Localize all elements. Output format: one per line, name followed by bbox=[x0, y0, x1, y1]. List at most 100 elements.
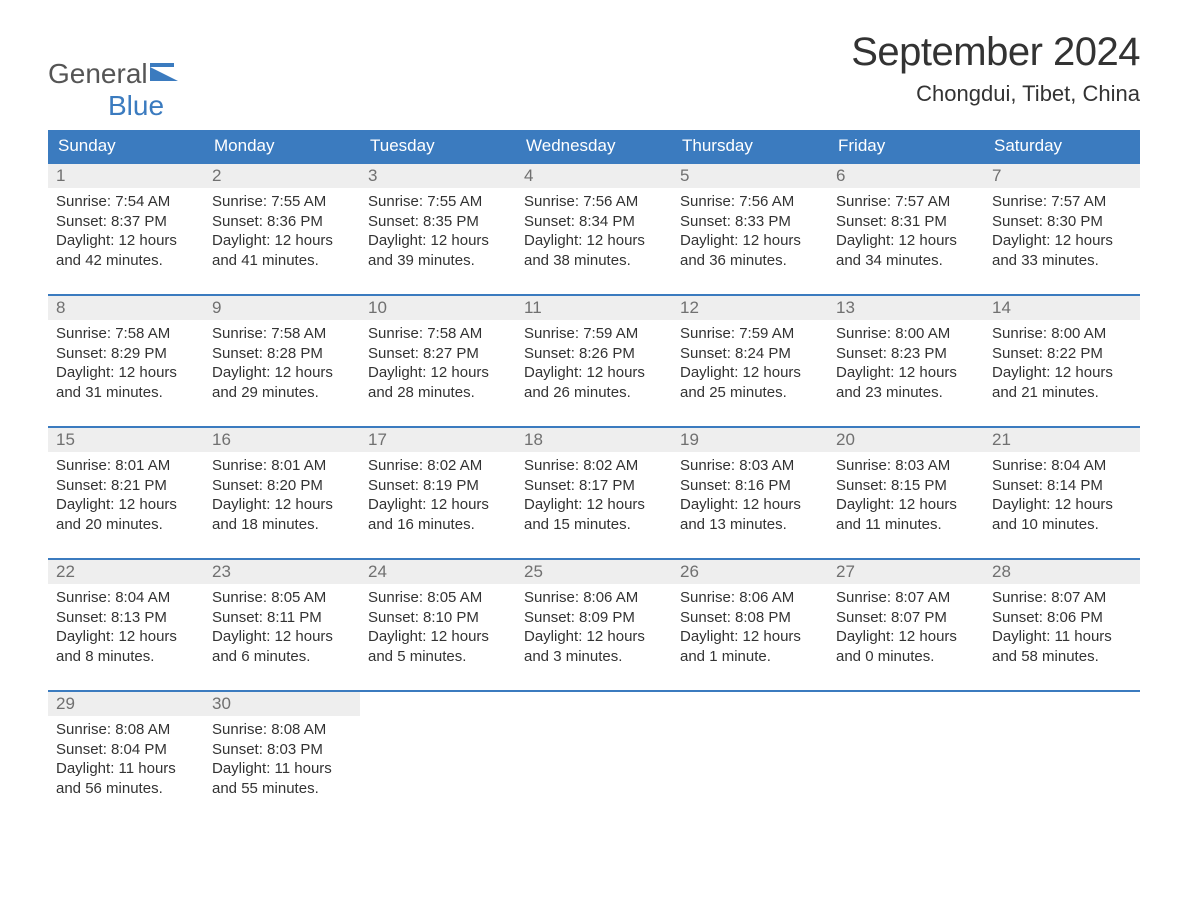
day-body: Sunrise: 8:00 AMSunset: 8:22 PMDaylight:… bbox=[984, 320, 1140, 408]
day-sunset: Sunset: 8:03 PM bbox=[212, 740, 352, 760]
day-cell: 4Sunrise: 7:56 AMSunset: 8:34 PMDaylight… bbox=[516, 164, 672, 276]
day-sunset: Sunset: 8:22 PM bbox=[992, 344, 1132, 364]
day-cell: 15Sunrise: 8:01 AMSunset: 8:21 PMDayligh… bbox=[48, 428, 204, 540]
day-daylight2: and 10 minutes. bbox=[992, 515, 1132, 535]
day-number: 9 bbox=[204, 296, 360, 320]
day-sunset: Sunset: 8:31 PM bbox=[836, 212, 976, 232]
day-daylight2: and 38 minutes. bbox=[524, 251, 664, 271]
day-cell: 14Sunrise: 8:00 AMSunset: 8:22 PMDayligh… bbox=[984, 296, 1140, 408]
day-daylight2: and 33 minutes. bbox=[992, 251, 1132, 271]
day-sunrise: Sunrise: 8:06 AM bbox=[524, 588, 664, 608]
day-daylight2: and 0 minutes. bbox=[836, 647, 976, 667]
day-sunrise: Sunrise: 7:58 AM bbox=[56, 324, 196, 344]
day-number: 1 bbox=[48, 164, 204, 188]
day-sunset: Sunset: 8:28 PM bbox=[212, 344, 352, 364]
day-sunrise: Sunrise: 8:00 AM bbox=[836, 324, 976, 344]
day-sunrise: Sunrise: 8:06 AM bbox=[680, 588, 820, 608]
month-title: September 2024 bbox=[851, 30, 1140, 75]
day-cell: 9Sunrise: 7:58 AMSunset: 8:28 PMDaylight… bbox=[204, 296, 360, 408]
day-number: 26 bbox=[672, 560, 828, 584]
day-daylight1: Daylight: 11 hours bbox=[56, 759, 196, 779]
header: General Blue September 2024 Chongdui, Ti… bbox=[48, 30, 1140, 122]
day-daylight1: Daylight: 12 hours bbox=[680, 627, 820, 647]
day-body: Sunrise: 7:57 AMSunset: 8:31 PMDaylight:… bbox=[828, 188, 984, 276]
day-daylight2: and 13 minutes. bbox=[680, 515, 820, 535]
day-number: 6 bbox=[828, 164, 984, 188]
day-sunset: Sunset: 8:08 PM bbox=[680, 608, 820, 628]
weekday-fri: Friday bbox=[828, 130, 984, 162]
day-cell: 13Sunrise: 8:00 AMSunset: 8:23 PMDayligh… bbox=[828, 296, 984, 408]
day-daylight2: and 18 minutes. bbox=[212, 515, 352, 535]
day-daylight1: Daylight: 12 hours bbox=[992, 363, 1132, 383]
day-cell bbox=[516, 692, 672, 804]
day-number: 28 bbox=[984, 560, 1140, 584]
day-daylight1: Daylight: 12 hours bbox=[368, 627, 508, 647]
day-body: Sunrise: 8:01 AMSunset: 8:21 PMDaylight:… bbox=[48, 452, 204, 540]
day-sunrise: Sunrise: 7:56 AM bbox=[680, 192, 820, 212]
day-daylight1: Daylight: 12 hours bbox=[836, 495, 976, 515]
day-body: Sunrise: 7:58 AMSunset: 8:27 PMDaylight:… bbox=[360, 320, 516, 408]
day-sunrise: Sunrise: 8:04 AM bbox=[992, 456, 1132, 476]
day-cell: 1Sunrise: 7:54 AMSunset: 8:37 PMDaylight… bbox=[48, 164, 204, 276]
day-daylight1: Daylight: 12 hours bbox=[992, 231, 1132, 251]
day-sunrise: Sunrise: 8:05 AM bbox=[212, 588, 352, 608]
day-daylight1: Daylight: 12 hours bbox=[524, 363, 664, 383]
day-daylight2: and 42 minutes. bbox=[56, 251, 196, 271]
week-row: 8Sunrise: 7:58 AMSunset: 8:29 PMDaylight… bbox=[48, 294, 1140, 408]
logo-text: General Blue bbox=[48, 58, 178, 122]
day-daylight1: Daylight: 12 hours bbox=[368, 363, 508, 383]
day-sunrise: Sunrise: 8:00 AM bbox=[992, 324, 1132, 344]
day-body: Sunrise: 7:56 AMSunset: 8:33 PMDaylight:… bbox=[672, 188, 828, 276]
day-sunset: Sunset: 8:15 PM bbox=[836, 476, 976, 496]
day-body: Sunrise: 8:03 AMSunset: 8:15 PMDaylight:… bbox=[828, 452, 984, 540]
day-sunset: Sunset: 8:13 PM bbox=[56, 608, 196, 628]
day-sunset: Sunset: 8:27 PM bbox=[368, 344, 508, 364]
day-daylight1: Daylight: 12 hours bbox=[212, 363, 352, 383]
day-sunset: Sunset: 8:24 PM bbox=[680, 344, 820, 364]
day-cell: 16Sunrise: 8:01 AMSunset: 8:20 PMDayligh… bbox=[204, 428, 360, 540]
day-sunset: Sunset: 8:26 PM bbox=[524, 344, 664, 364]
day-number: 18 bbox=[516, 428, 672, 452]
day-cell bbox=[828, 692, 984, 804]
day-body: Sunrise: 7:56 AMSunset: 8:34 PMDaylight:… bbox=[516, 188, 672, 276]
day-sunset: Sunset: 8:20 PM bbox=[212, 476, 352, 496]
day-cell: 21Sunrise: 8:04 AMSunset: 8:14 PMDayligh… bbox=[984, 428, 1140, 540]
day-sunrise: Sunrise: 7:57 AM bbox=[836, 192, 976, 212]
day-cell bbox=[360, 692, 516, 804]
day-sunrise: Sunrise: 8:03 AM bbox=[680, 456, 820, 476]
day-daylight2: and 56 minutes. bbox=[56, 779, 196, 799]
day-number: 24 bbox=[360, 560, 516, 584]
day-sunrise: Sunrise: 8:02 AM bbox=[524, 456, 664, 476]
day-sunset: Sunset: 8:30 PM bbox=[992, 212, 1132, 232]
day-daylight1: Daylight: 12 hours bbox=[56, 231, 196, 251]
day-cell: 24Sunrise: 8:05 AMSunset: 8:10 PMDayligh… bbox=[360, 560, 516, 672]
day-daylight2: and 23 minutes. bbox=[836, 383, 976, 403]
day-number: 2 bbox=[204, 164, 360, 188]
day-daylight2: and 29 minutes. bbox=[212, 383, 352, 403]
day-daylight2: and 55 minutes. bbox=[212, 779, 352, 799]
week-row: 1Sunrise: 7:54 AMSunset: 8:37 PMDaylight… bbox=[48, 162, 1140, 276]
day-number: 21 bbox=[984, 428, 1140, 452]
day-sunset: Sunset: 8:33 PM bbox=[680, 212, 820, 232]
day-sunset: Sunset: 8:19 PM bbox=[368, 476, 508, 496]
day-number: 25 bbox=[516, 560, 672, 584]
week-row: 15Sunrise: 8:01 AMSunset: 8:21 PMDayligh… bbox=[48, 426, 1140, 540]
day-number: 7 bbox=[984, 164, 1140, 188]
day-sunrise: Sunrise: 8:05 AM bbox=[368, 588, 508, 608]
day-number bbox=[828, 692, 984, 716]
day-body: Sunrise: 8:03 AMSunset: 8:16 PMDaylight:… bbox=[672, 452, 828, 540]
day-daylight2: and 31 minutes. bbox=[56, 383, 196, 403]
day-body: Sunrise: 8:06 AMSunset: 8:09 PMDaylight:… bbox=[516, 584, 672, 672]
day-body: Sunrise: 8:02 AMSunset: 8:17 PMDaylight:… bbox=[516, 452, 672, 540]
day-number: 4 bbox=[516, 164, 672, 188]
day-daylight2: and 1 minute. bbox=[680, 647, 820, 667]
day-body: Sunrise: 8:07 AMSunset: 8:07 PMDaylight:… bbox=[828, 584, 984, 672]
day-cell: 30Sunrise: 8:08 AMSunset: 8:03 PMDayligh… bbox=[204, 692, 360, 804]
day-cell bbox=[984, 692, 1140, 804]
day-daylight1: Daylight: 12 hours bbox=[680, 231, 820, 251]
day-body: Sunrise: 8:08 AMSunset: 8:04 PMDaylight:… bbox=[48, 716, 204, 804]
day-cell: 27Sunrise: 8:07 AMSunset: 8:07 PMDayligh… bbox=[828, 560, 984, 672]
weekday-sat: Saturday bbox=[984, 130, 1140, 162]
day-cell: 6Sunrise: 7:57 AMSunset: 8:31 PMDaylight… bbox=[828, 164, 984, 276]
day-body: Sunrise: 7:58 AMSunset: 8:29 PMDaylight:… bbox=[48, 320, 204, 408]
